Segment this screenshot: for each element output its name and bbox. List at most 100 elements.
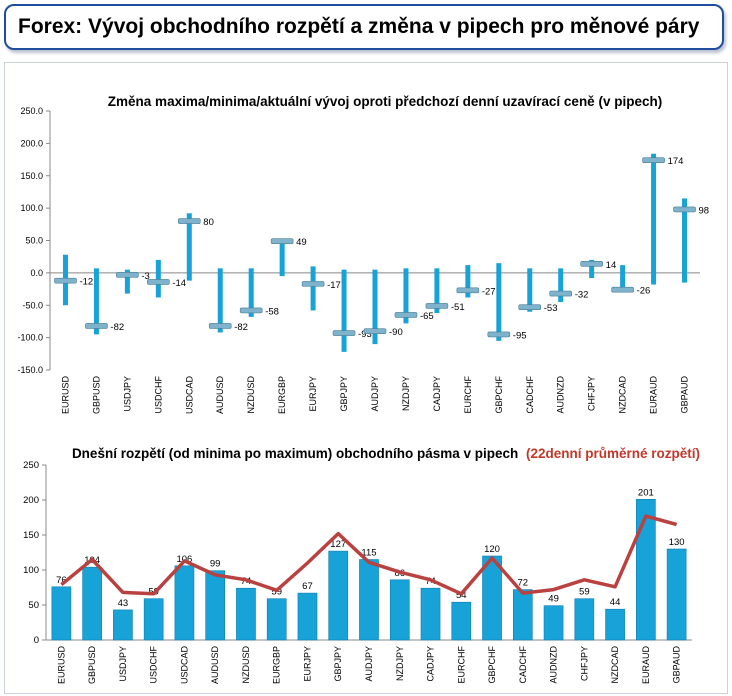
chart2-data-label: 43 xyxy=(118,598,129,609)
chart2-bar xyxy=(636,498,656,641)
chart2-x-tick-label: EURAUD xyxy=(641,646,651,685)
chart1-current-marker xyxy=(456,287,480,294)
chart1-current-marker xyxy=(673,206,696,213)
chart2-x-tick-label: USDCAD xyxy=(179,646,189,685)
chart1-x-tick-label: GBPJPY xyxy=(339,376,349,412)
chart2-data-label: 201 xyxy=(638,487,654,498)
chart2-bar xyxy=(205,570,226,641)
chart1-x-tick-label: NZDCAD xyxy=(618,376,628,414)
chart1-current-marker xyxy=(301,281,325,287)
chart1-current-marker xyxy=(332,330,356,336)
chart1-y-tick-label: 0.0 xyxy=(30,268,43,278)
chart1-range-bar xyxy=(465,265,471,298)
chart2-title: Dnešní rozpětí (od minima po maximum) ob… xyxy=(72,446,700,461)
chart1-range-bar xyxy=(620,265,626,292)
chart1-current-marker xyxy=(549,290,573,297)
chart2-data-label: 120 xyxy=(484,544,500,555)
chart2-data-label: 67 xyxy=(302,581,313,592)
chart2-bar xyxy=(666,548,687,641)
chart1-range-bar xyxy=(155,259,161,298)
chart2-data-label: 44 xyxy=(610,597,621,608)
chart1-x-tick-label: GBPCHF xyxy=(494,376,504,414)
chart1-y-tick-label: -50.0 xyxy=(22,300,43,310)
chart1-current-marker xyxy=(487,331,511,338)
chart2-x-tick-label: NZDUSD xyxy=(241,646,251,684)
chart1-data-label: -82 xyxy=(110,322,124,333)
chart2-bar xyxy=(297,592,318,641)
chart2-bar xyxy=(605,608,625,641)
chart1-data-label: -90 xyxy=(389,327,403,338)
chart1-y-tick-label: 100.0 xyxy=(20,203,43,213)
chart1-data-label: 174 xyxy=(668,156,684,167)
chart2-x-tick-label: CHFJPY xyxy=(579,646,589,681)
chart2-bar xyxy=(512,589,533,641)
chart1-range-bar xyxy=(372,269,378,345)
chart1-current-marker xyxy=(116,272,139,278)
chart1-data-label: -93 xyxy=(358,329,372,340)
chart1-range-bar xyxy=(496,263,502,341)
chart1-y-tick-label: 150.0 xyxy=(20,171,43,181)
chart2-bar xyxy=(359,559,379,641)
header-box: Forex: Vývoj obchodního rozpětí a změna … xyxy=(4,4,724,50)
chart2-y-tick-label: 150 xyxy=(23,530,39,541)
chart2-x-tick-label: NZDCAD xyxy=(610,646,620,684)
chart1-data-label: -17 xyxy=(327,280,341,291)
chart1-data-label: -27 xyxy=(482,286,496,297)
chart2-bar xyxy=(328,550,349,641)
chart1-x-tick-label: NZDJPY xyxy=(401,376,411,411)
chart2-x-tick-label: NZDJPY xyxy=(395,646,405,681)
chart1-data-label: -53 xyxy=(544,303,558,314)
chart1-x-tick-label: CADJPY xyxy=(432,376,442,412)
chart1-range-bar xyxy=(682,198,688,283)
chart1-data-label: -14 xyxy=(172,278,186,289)
chart2-title-suffix: (22denní průměrné rozpětí) xyxy=(526,446,700,461)
page-title: Forex: Vývoj obchodního rozpětí a změna … xyxy=(18,15,700,38)
chart1-x-tick-label: CHFJPY xyxy=(587,376,597,411)
chart2-y-tick-label: 200 xyxy=(23,495,39,506)
chart2-x-tick-label: USDCHF xyxy=(149,645,159,683)
chart1-x-tick-label: NZDUSD xyxy=(246,376,256,414)
chart2-x-tick-label: USDJPY xyxy=(118,646,128,682)
chart2-data-label: 130 xyxy=(669,537,685,548)
chart1-range-bar xyxy=(341,269,347,352)
chart1-data-label: 80 xyxy=(203,217,214,228)
chart1-x-tick-label: USDJPY xyxy=(122,376,132,412)
chart2-title-main: Dnešní rozpětí (od minima po maximum) ob… xyxy=(72,446,518,461)
chart1-current-marker xyxy=(177,218,201,224)
chart1-x-tick-label: AUDJPY xyxy=(370,376,380,412)
chart2-x-tick-label: EURJPY xyxy=(302,646,312,682)
chart2-y-tick-label: 250 xyxy=(23,460,39,471)
chart2-x-tick-label: GBPUSD xyxy=(87,646,97,685)
chart2-data-label: 59 xyxy=(579,587,590,598)
chart1-range-bar xyxy=(186,213,192,281)
chart1-data-label: 98 xyxy=(699,205,710,216)
chart2-x-tick-label: EURGBP xyxy=(272,646,282,684)
chart1-range-bar xyxy=(93,268,99,335)
chart2-data-label: 115 xyxy=(361,548,376,559)
chart1-current-marker xyxy=(85,323,108,329)
range-change-chart: Změna maxima/minima/aktuální vývoj oprot… xyxy=(17,94,710,414)
chart2-x-tick-label: GBPCHF xyxy=(487,646,497,684)
chart1-current-marker xyxy=(611,286,634,293)
chart1-range-bar xyxy=(589,259,595,279)
chart1-range-bar xyxy=(217,268,223,333)
chart2-x-tick-label: GBPJPY xyxy=(333,646,343,682)
chart2-bar xyxy=(113,609,133,641)
chart2-average-line xyxy=(60,514,678,596)
chart1-y-tick-label: 250.0 xyxy=(20,106,43,116)
chart1-data-label: -32 xyxy=(575,290,589,301)
chart1-data-label: -58 xyxy=(265,306,279,317)
chart1-data-label: -3 xyxy=(141,271,149,282)
chart2-y-tick-label: 0 xyxy=(34,635,39,646)
chart2-bar xyxy=(82,566,102,641)
chart2-x-tick-label: AUDUSD xyxy=(210,646,220,685)
chart2-data-label: 49 xyxy=(548,594,559,605)
chart1-current-marker xyxy=(54,277,77,284)
chart1-x-tick-label: CADCHF xyxy=(525,375,535,413)
chart1-current-marker xyxy=(239,307,263,314)
chart1-data-label: -12 xyxy=(79,277,93,288)
chart1-range-bar xyxy=(248,268,254,317)
chart2-bar xyxy=(266,598,287,641)
chart1-range-bar xyxy=(124,269,130,294)
chart2-x-tick-label: CADJPY xyxy=(426,646,436,682)
